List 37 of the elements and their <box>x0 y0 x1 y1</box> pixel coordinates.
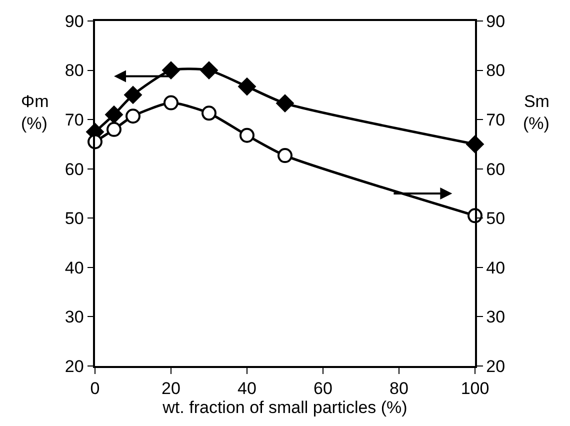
point <box>278 148 292 164</box>
x-tick-label: 40 <box>238 379 256 398</box>
y-tick-label: 70 <box>64 110 84 130</box>
x-tick-label: 100 <box>460 379 490 398</box>
y2-axis-title: Sm (%) <box>523 92 550 134</box>
y-tick-label: 30 <box>64 308 84 327</box>
y2-tick-label: 40 <box>486 258 506 278</box>
y-tick-label: 60 <box>64 160 84 179</box>
y2-tick-label: 70 <box>486 110 506 130</box>
y-tick-label: 40 <box>64 258 84 278</box>
point <box>240 128 254 143</box>
y-tick-label: 20 <box>64 356 84 376</box>
point <box>105 106 123 124</box>
y2-tick-label: 90 <box>486 12 506 31</box>
y2-tick-label: 60 <box>486 160 506 179</box>
point <box>106 122 122 137</box>
point <box>202 106 216 121</box>
point <box>200 61 218 80</box>
x-tick-label: 80 <box>390 379 408 398</box>
point <box>162 61 180 80</box>
y-tick-label: 50 <box>64 209 84 228</box>
point <box>238 78 256 96</box>
y-tick-label: 80 <box>64 61 84 80</box>
point <box>276 94 294 112</box>
x-tick-label: 0 <box>90 379 100 398</box>
x-tick-label: 20 <box>162 379 180 398</box>
y-axis-title: Φm (%) <box>21 92 49 134</box>
y2-tick-label: 50 <box>486 209 506 228</box>
y2-tick-label: 30 <box>486 308 506 327</box>
y2-tick-label: 20 <box>486 356 506 376</box>
point <box>126 108 140 124</box>
point <box>124 86 142 104</box>
x-axis-title: wt. fraction of small particles (%) <box>162 398 408 418</box>
y2-tick-label: 80 <box>486 61 506 80</box>
y-tick-label: 90 <box>64 12 84 31</box>
point <box>164 95 178 110</box>
x-tick-label: 60 <box>314 379 332 398</box>
